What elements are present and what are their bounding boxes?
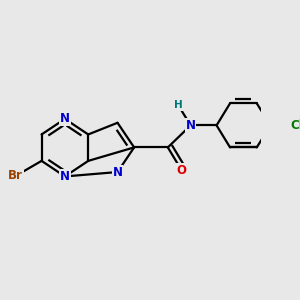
Text: O: O [177,164,187,177]
Text: Br: Br [8,169,23,182]
Text: N: N [186,119,196,132]
Text: Cl: Cl [291,119,300,132]
Text: N: N [60,170,70,183]
Text: N: N [112,166,122,178]
Text: N: N [60,112,70,125]
Text: H: H [174,100,183,110]
